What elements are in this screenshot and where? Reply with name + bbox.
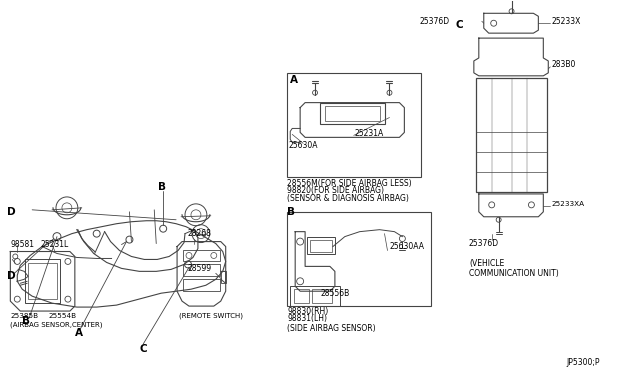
Text: 25630A: 25630A [288, 141, 317, 150]
Text: 25233XA: 25233XA [551, 201, 584, 207]
Text: COMMUNICATION UNIT): COMMUNICATION UNIT) [469, 269, 559, 278]
Text: 25376D: 25376D [469, 239, 499, 248]
Text: (SENSOR & DIAGNOSIS AIRBAG): (SENSOR & DIAGNOSIS AIRBAG) [287, 195, 409, 203]
Text: 98820(FOR SIDE AIRBAG): 98820(FOR SIDE AIRBAG) [287, 186, 384, 195]
Bar [287, 212, 431, 306]
Bar [28, 263, 57, 299]
Bar [307, 237, 335, 254]
Text: 25554B: 25554B [48, 313, 76, 319]
Text: 28556B: 28556B [320, 289, 349, 298]
Text: B: B [22, 316, 30, 326]
Bar [320, 103, 385, 125]
Text: A: A [75, 328, 83, 338]
Text: 25231L: 25231L [40, 240, 68, 249]
Bar [287, 73, 421, 177]
Text: 28268: 28268 [187, 229, 211, 238]
Text: 28599: 28599 [187, 264, 211, 273]
Text: 25233X: 25233X [551, 17, 580, 26]
Text: 25231A: 25231A [355, 129, 384, 138]
Text: C: C [456, 20, 463, 30]
Bar [25, 259, 60, 303]
Text: A: A [290, 75, 298, 85]
Text: (REMOTE SWITCH): (REMOTE SWITCH) [179, 313, 243, 319]
Text: 283B0: 283B0 [551, 60, 575, 70]
Text: B: B [158, 182, 166, 192]
Text: 98581: 98581 [10, 240, 35, 249]
Bar [221, 271, 226, 283]
Text: (AIRBAG SENSOR,CENTER): (AIRBAG SENSOR,CENTER) [10, 322, 103, 328]
Text: 25630AA: 25630AA [390, 242, 424, 251]
Text: (VEHICLE: (VEHICLE [469, 259, 504, 268]
Bar [294, 289, 309, 303]
Bar [183, 264, 220, 276]
Text: JP5300;P: JP5300;P [566, 358, 600, 367]
Text: 25385B: 25385B [10, 313, 38, 319]
Text: 28556M(FOR SIDE AIRBAG LESS): 28556M(FOR SIDE AIRBAG LESS) [287, 179, 412, 187]
Text: 98831(LH): 98831(LH) [287, 314, 327, 324]
Text: (SIDE AIRBAG SENSOR): (SIDE AIRBAG SENSOR) [287, 324, 376, 333]
Text: D: D [7, 271, 16, 281]
Bar [476, 78, 547, 192]
Text: 25376D: 25376D [419, 17, 449, 26]
Text: B: B [287, 207, 295, 217]
Bar [183, 279, 220, 291]
Text: D: D [7, 207, 16, 217]
Bar [183, 250, 220, 262]
Bar [310, 240, 332, 251]
Bar [290, 286, 340, 306]
Text: C: C [140, 344, 147, 354]
Bar [325, 106, 380, 122]
Text: 98830(RH): 98830(RH) [287, 307, 328, 315]
Bar [312, 289, 332, 303]
